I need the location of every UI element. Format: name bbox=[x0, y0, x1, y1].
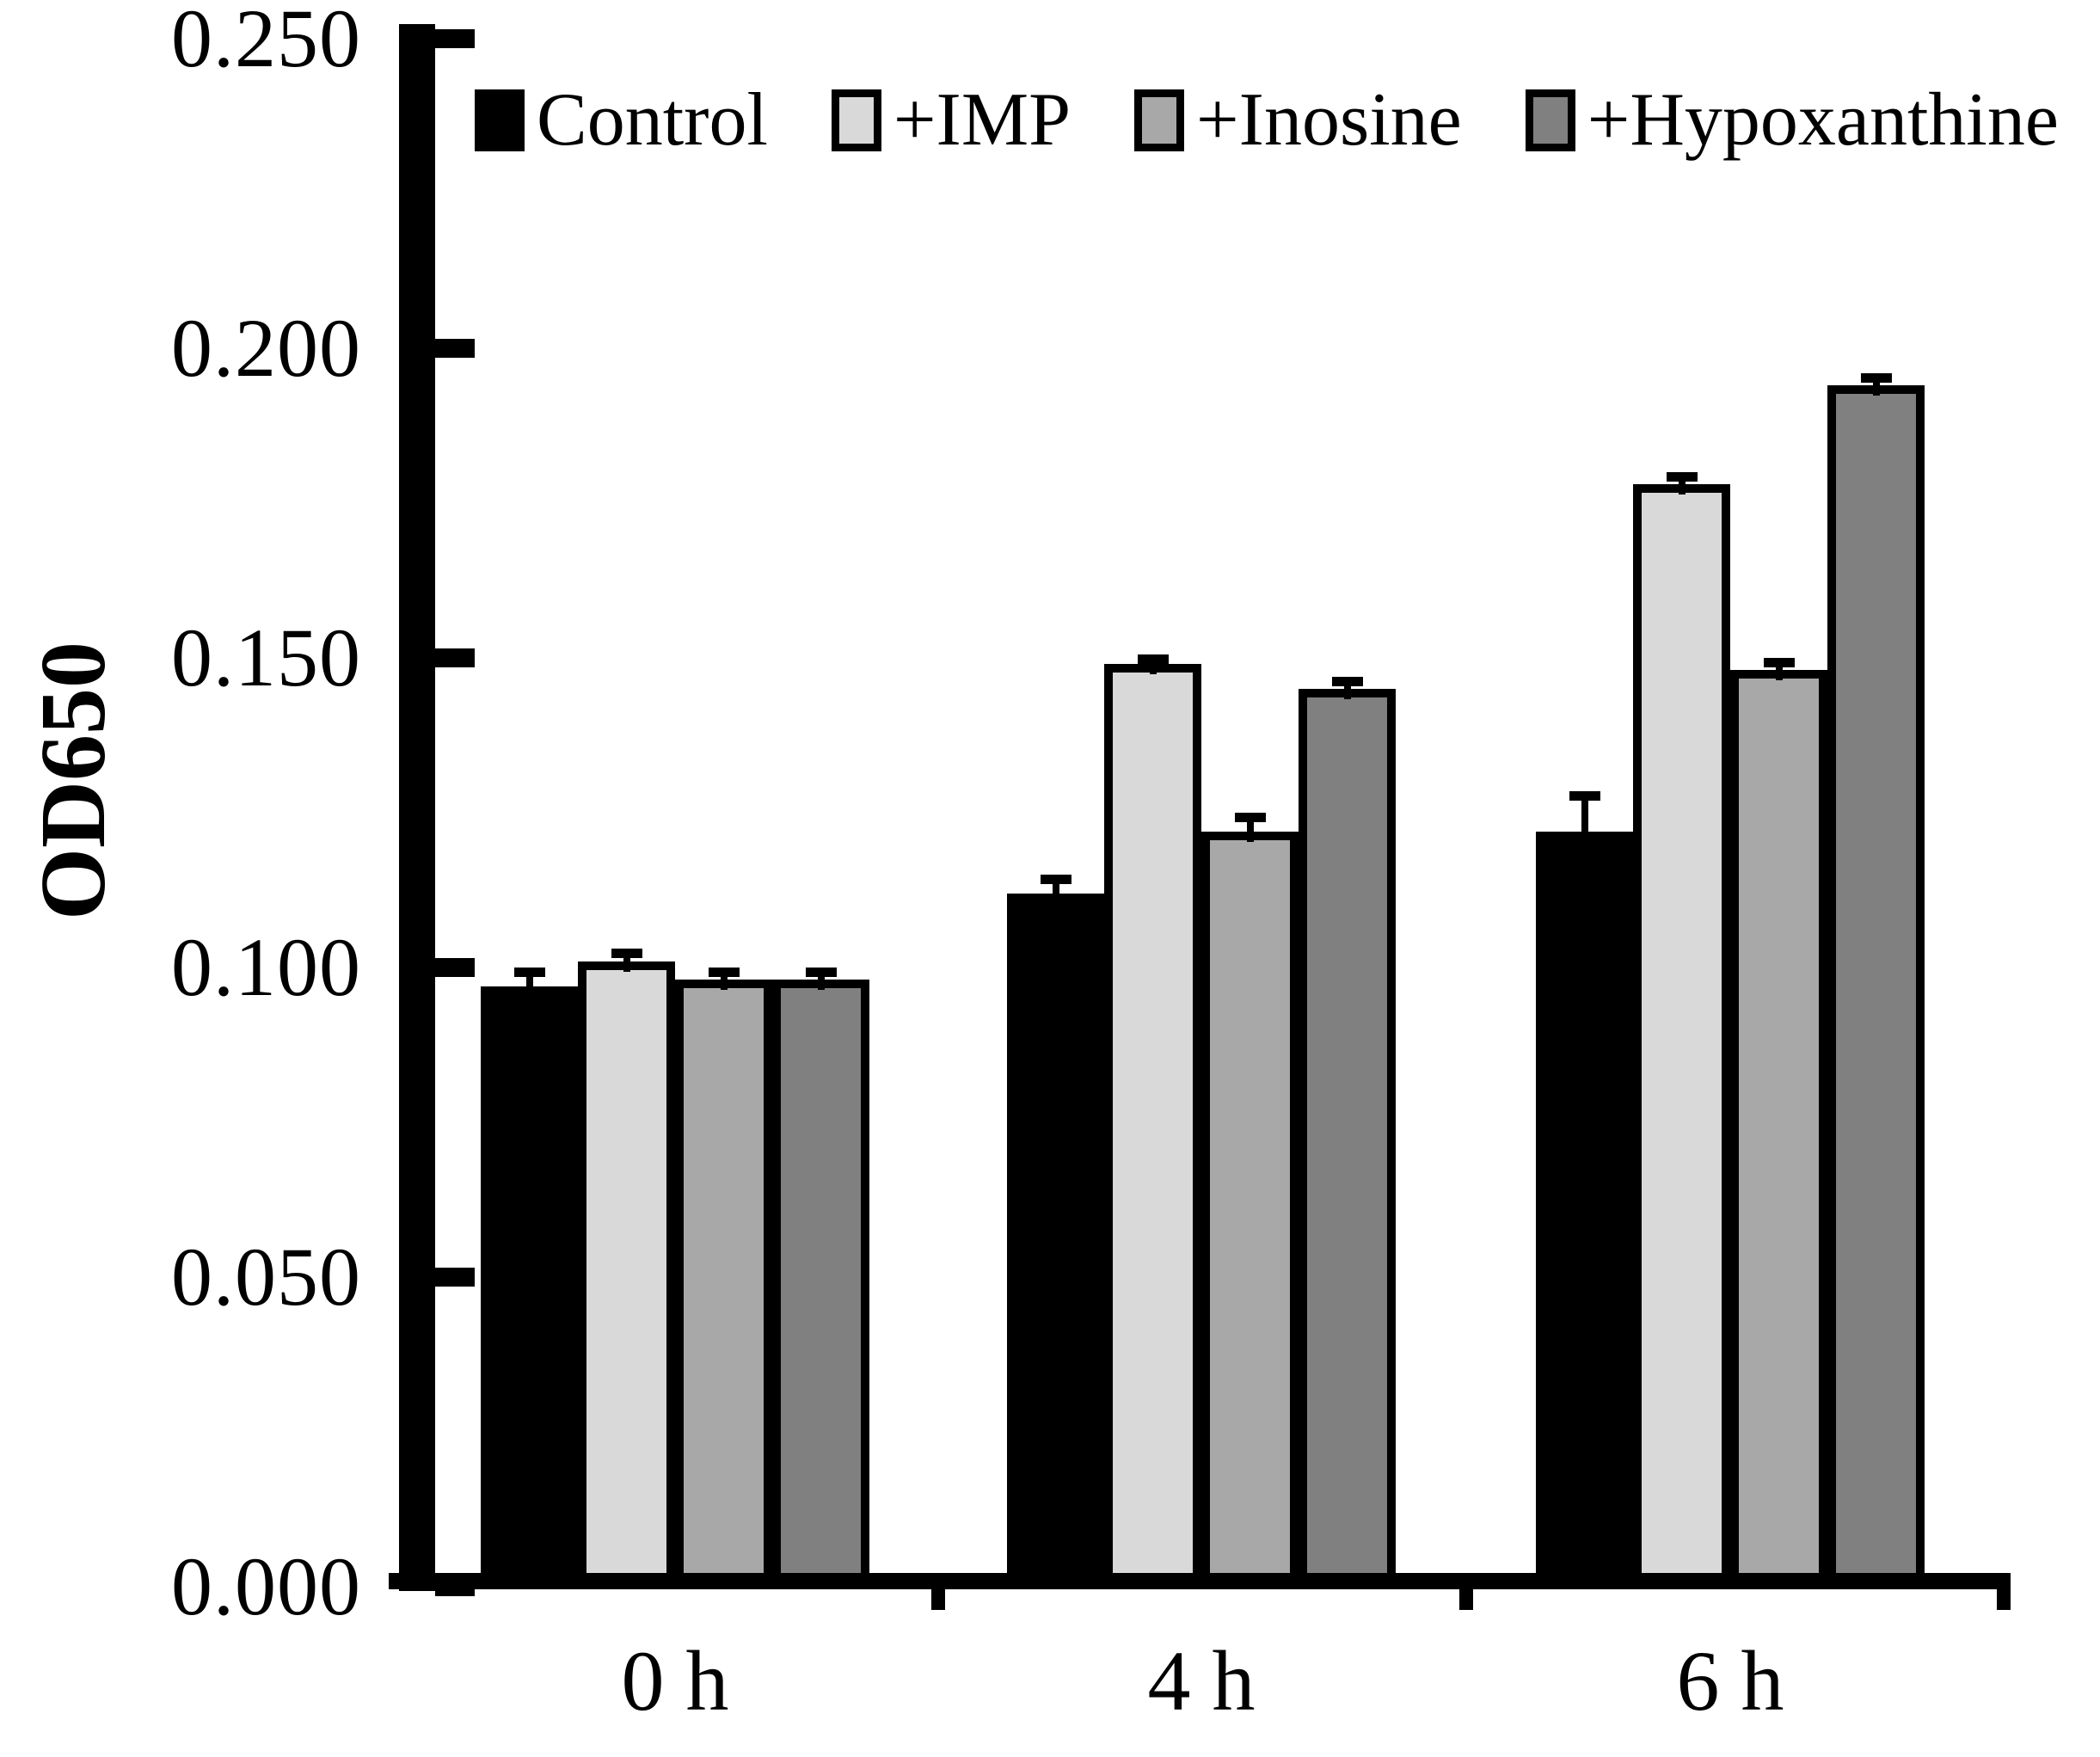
error-bar-stem bbox=[1872, 381, 1880, 396]
x-category-label: 6 h bbox=[1676, 1633, 1784, 1729]
y-axis-tick-label: 0.000 bbox=[171, 1540, 361, 1632]
error-bar-cap bbox=[1569, 790, 1600, 801]
legend-swatch-icon bbox=[475, 89, 525, 151]
x-category-label: 4 h bbox=[1147, 1633, 1256, 1729]
error-bar-cap bbox=[513, 968, 545, 977]
legend-label: +Inosine bbox=[1196, 78, 1462, 162]
legend-item-imp: +IMP bbox=[831, 78, 1071, 162]
bar-imp-6h bbox=[1633, 484, 1730, 1587]
error-bar-cap bbox=[805, 968, 837, 977]
error-bar-stem bbox=[720, 976, 728, 991]
bar-inosine-0h bbox=[675, 980, 772, 1587]
legend-swatch-icon bbox=[1134, 89, 1185, 151]
y-axis-tick-label: 0.100 bbox=[171, 921, 361, 1013]
y-axis-tick bbox=[435, 1268, 475, 1287]
error-bar-cap bbox=[1860, 372, 1892, 383]
y-axis-line bbox=[399, 24, 435, 1591]
bar-imp-4h bbox=[1104, 664, 1201, 1587]
x-category-label: 0 h bbox=[621, 1633, 729, 1729]
error-bar-cap bbox=[1234, 813, 1266, 822]
error-bar-stem bbox=[817, 976, 825, 991]
legend-label: Control bbox=[537, 78, 768, 162]
error-bar-stem bbox=[623, 957, 630, 972]
legend-item-inosine: +Inosine bbox=[1134, 82, 1462, 159]
error-bar-stem bbox=[1246, 821, 1254, 842]
error-bar-stem bbox=[1678, 481, 1686, 495]
legend: Control +IMP +Inosine +Hypoxanthine bbox=[475, 78, 2059, 162]
error-bar-cap bbox=[1137, 654, 1169, 665]
legend-item-control: Control bbox=[475, 82, 768, 159]
bar-control-6h bbox=[1536, 831, 1633, 1587]
y-axis-tick bbox=[435, 29, 475, 48]
y-axis-tick bbox=[435, 339, 475, 358]
error-bar-stem bbox=[1343, 685, 1351, 699]
error-bar-stem bbox=[1775, 667, 1783, 681]
y-axis-tick-label: 0.150 bbox=[171, 611, 361, 703]
bar-inosine-4h bbox=[1201, 831, 1299, 1587]
bar-hypoxanthine-6h bbox=[1827, 385, 1925, 1587]
y-axis-tick-label: 0.050 bbox=[171, 1231, 361, 1323]
error-bar-cap bbox=[1666, 472, 1698, 482]
error-bar-cap bbox=[1331, 676, 1363, 686]
bar-hypoxanthine-0h bbox=[772, 980, 869, 1587]
x-axis-line bbox=[389, 1573, 2011, 1589]
error-bar-cap bbox=[611, 949, 642, 959]
legend-item-hypoxanthine: +Hypoxanthine bbox=[1525, 78, 2059, 162]
error-bar-stem bbox=[1149, 663, 1157, 675]
y-axis-tick bbox=[435, 648, 475, 667]
error-bar-stem bbox=[525, 976, 533, 997]
y-axis-tick-label: 0.250 bbox=[171, 0, 361, 84]
bar-imp-0h bbox=[578, 961, 675, 1587]
bar-inosine-6h bbox=[1730, 670, 1827, 1587]
bar-control-4h bbox=[1007, 893, 1104, 1587]
error-bar-cap bbox=[1763, 658, 1795, 667]
bar-hypoxanthine-4h bbox=[1299, 689, 1396, 1587]
legend-swatch-icon bbox=[831, 89, 881, 151]
error-bar-stem bbox=[1581, 799, 1588, 842]
error-bar-cap bbox=[708, 968, 740, 977]
error-bar-stem bbox=[1052, 883, 1059, 904]
bar-control-0h bbox=[481, 986, 578, 1587]
legend-label: +Hypoxanthine bbox=[1587, 78, 2059, 162]
legend-swatch-icon bbox=[1525, 89, 1575, 151]
y-axis-tick bbox=[435, 958, 475, 977]
legend-label: +IMP bbox=[893, 78, 1071, 162]
error-bar-cap bbox=[1040, 875, 1071, 884]
y-axis-tick-label: 0.200 bbox=[171, 302, 361, 394]
